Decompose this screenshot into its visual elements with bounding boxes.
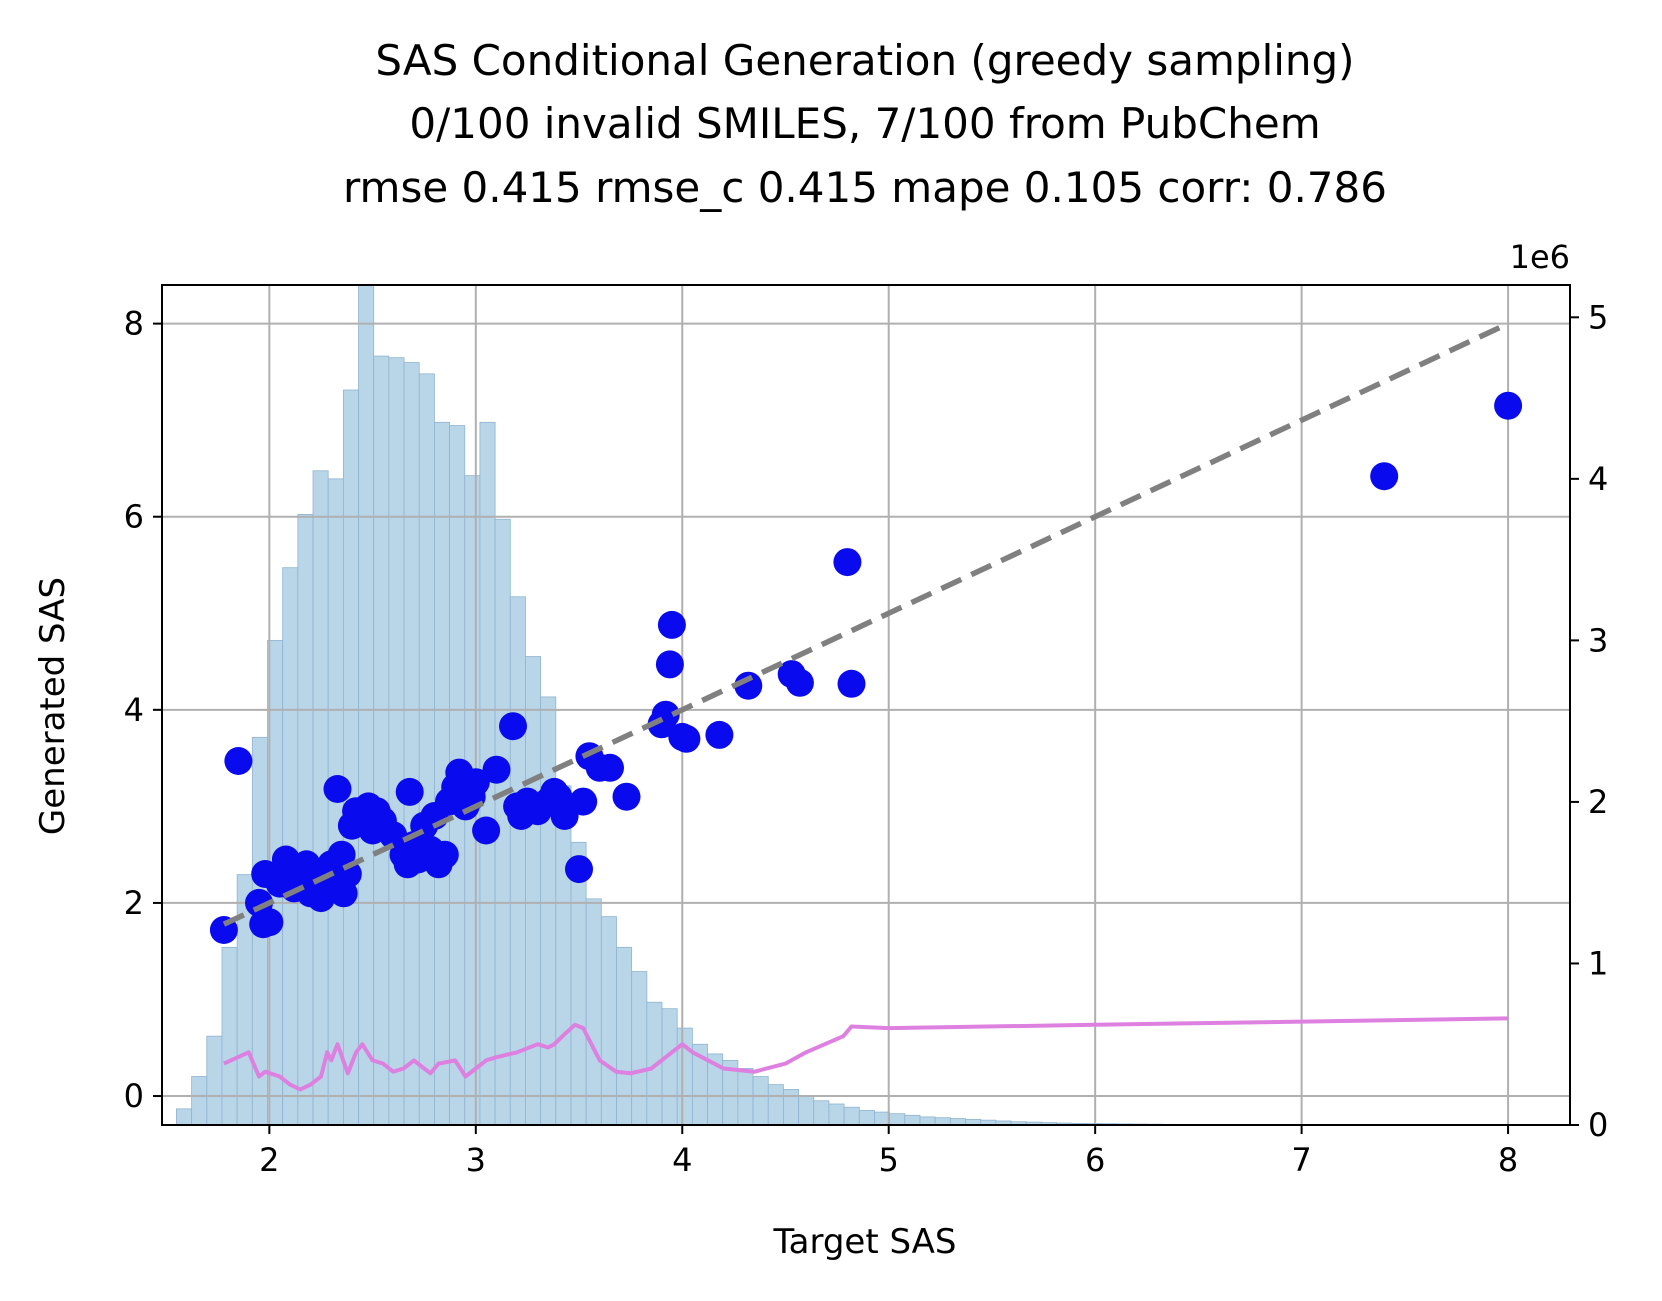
scatter-point	[224, 747, 253, 775]
scatter-point	[333, 860, 362, 888]
density-line	[223, 1016, 1509, 1092]
histogram-bar	[312, 470, 329, 1125]
histogram-bar	[585, 898, 602, 1125]
right-tick-label: 5	[1588, 298, 1608, 336]
y-tick-label: 0	[124, 1077, 144, 1115]
x-tick-label: 7	[1291, 1141, 1311, 1179]
y-tick-label: 2	[124, 884, 144, 922]
right-axis-ticks: 0 1 2 3 4 5	[1570, 298, 1608, 1144]
histogram-bar	[191, 1076, 208, 1125]
scatter-point	[395, 777, 424, 806]
histogram-bar	[525, 656, 542, 1125]
histogram-bar	[540, 696, 557, 1125]
scatter-point	[785, 668, 814, 697]
scatter-point	[705, 720, 734, 749]
scatter-point	[734, 671, 763, 700]
scatter-points	[209, 391, 1523, 944]
x-axis-label: Target SAS	[772, 1222, 956, 1262]
histogram-bar	[631, 971, 648, 1125]
histogram-bar	[373, 355, 390, 1125]
chart-title-line-2: 0/100 invalid SMILES, 7/100 from PubChem	[409, 99, 1320, 148]
diagonal-reference-line	[222, 321, 1510, 927]
scatter-point	[569, 787, 598, 816]
right-axis-offset-label: 1e6	[1510, 238, 1570, 276]
histogram-bar	[494, 518, 511, 1125]
histogram-bar	[403, 362, 420, 1125]
x-tick-label: 4	[672, 1141, 692, 1179]
histogram-bar	[206, 1035, 223, 1125]
histogram-bar	[342, 389, 359, 1125]
scatter-point	[672, 724, 701, 753]
y-tick-label: 8	[124, 305, 144, 343]
scatter-point	[565, 855, 593, 884]
scatter-point	[657, 610, 686, 639]
scatter-point	[472, 816, 501, 845]
scatter-point	[461, 768, 490, 797]
histogram-bar	[798, 1095, 815, 1125]
histogram-bar	[889, 1113, 906, 1125]
right-tick-label: 2	[1588, 783, 1608, 821]
scatter-point	[323, 775, 352, 803]
histogram-bar	[858, 1110, 875, 1125]
histogram-bar	[600, 916, 617, 1125]
histogram-bar	[919, 1116, 936, 1125]
y-tick-label: 6	[124, 498, 144, 536]
y-axis-label: Generated SAS	[33, 577, 73, 835]
right-tick-label: 0	[1588, 1106, 1608, 1144]
x-tick-label: 8	[1498, 1141, 1518, 1179]
histogram-bar	[616, 946, 633, 1125]
histogram-bar	[570, 841, 587, 1125]
scatter-point	[255, 908, 284, 937]
histogram-bar	[783, 1089, 799, 1125]
scatter-point	[837, 669, 866, 698]
x-axis-ticks: 2 3 4 5 6 7 8	[259, 1125, 1518, 1179]
x-tick-label: 3	[466, 1141, 486, 1179]
scatter-point	[612, 782, 641, 811]
histogram-bar	[297, 513, 314, 1125]
scatter-point	[1370, 462, 1399, 491]
scatter-point	[833, 548, 862, 577]
histogram-bar	[555, 785, 572, 1125]
histogram-bar	[752, 1076, 769, 1125]
histogram-bar	[767, 1084, 784, 1125]
histogram-bar	[418, 373, 435, 1125]
scatter-point	[655, 650, 684, 679]
histogram-bar	[509, 596, 526, 1125]
x-tick-label: 2	[259, 1141, 279, 1179]
y-tick-label: 4	[124, 691, 144, 729]
scatter-point	[482, 755, 511, 784]
histogram-bar	[934, 1117, 951, 1125]
right-tick-label: 3	[1588, 621, 1608, 659]
histogram-bar	[176, 1108, 193, 1125]
histogram-bar	[828, 1103, 845, 1125]
scatter-point	[596, 753, 624, 782]
scatter-point	[430, 840, 459, 869]
chart-title-line-1: SAS Conditional Generation (greedy sampl…	[375, 36, 1354, 85]
histogram-bar	[904, 1114, 921, 1125]
right-tick-label: 4	[1588, 460, 1608, 498]
plot-area: 2 3 4 5 6 7 8 0 2 4 6 8 0 1 2 3 4 5	[124, 284, 1608, 1179]
scatter-point	[499, 712, 527, 741]
right-tick-label: 1	[1588, 944, 1608, 982]
histogram-bar	[388, 357, 405, 1125]
grid-lines	[162, 285, 1570, 1125]
histogram-bar	[874, 1111, 891, 1125]
x-tick-label: 6	[1085, 1141, 1105, 1179]
x-tick-label: 5	[879, 1141, 899, 1179]
histogram-bar	[843, 1106, 860, 1125]
scatter-point	[1494, 391, 1523, 420]
axes-frame	[161, 284, 1571, 1126]
histogram-bar	[221, 946, 238, 1125]
histogram-bars	[176, 285, 1543, 1125]
chart-title-line-3: rmse 0.415 rmse_c 0.415 mape 0.105 corr:…	[343, 163, 1387, 212]
y-axis-ticks: 0 2 4 6 8	[124, 305, 162, 1115]
histogram-bar	[813, 1100, 830, 1125]
histogram-bar	[358, 285, 375, 1125]
histogram-bar	[676, 1027, 693, 1125]
histogram-bar	[661, 1008, 678, 1125]
